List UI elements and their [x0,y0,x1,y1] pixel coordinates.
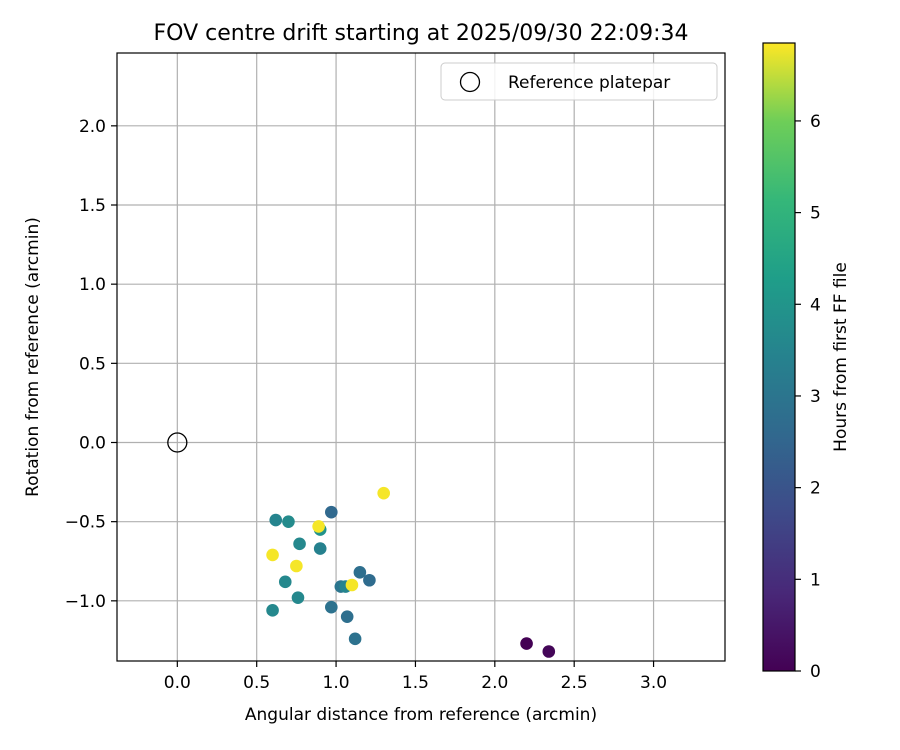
data-point [348,632,362,646]
y-tick-label: 0.5 [79,354,106,374]
x-tick-label: 2.5 [561,673,588,693]
x-tick-label: 3.0 [640,673,667,693]
x-tick-label: 0.0 [164,673,191,693]
x-axis-ticks: 0.0 0.5 1.0 1.5 2.0 2.5 3.0 [164,661,667,693]
data-point [266,548,279,562]
data-point [278,575,292,589]
reference-point [167,432,188,453]
data-point [325,600,338,614]
y-axis-label: Rotation from reference (arcmin) [23,217,43,497]
x-axis-label: Angular distance from reference (arcmin) [245,705,597,725]
y-tick-label: 2.0 [79,117,106,137]
colorbar-tick-label: 1 [810,570,821,590]
data-point [542,645,556,658]
data-point [340,610,354,623]
data-point [325,505,338,519]
colorbar-ticks: 0 1 2 3 4 5 6 [795,112,821,682]
x-tick-label: 1.5 [402,673,429,693]
colorbar-tick-label: 3 [810,387,821,407]
grid-lines [117,53,725,661]
data-point [293,537,306,551]
y-tick-label: −0.5 [65,513,106,533]
colorbar-tick-label: 0 [810,662,821,682]
legend-entry-reference-platepar: Reference platepar [508,73,670,93]
y-tick-label: 1.5 [79,196,106,216]
data-point [282,515,295,528]
x-tick-label: 1.0 [323,673,350,693]
chart-title: FOV centre drift starting at 2025/09/30 … [154,21,689,46]
legend: Reference platepar [440,62,718,101]
y-axis-ticks: −1.0 −0.5 0.0 0.5 1.0 1.5 2.0 [65,117,117,612]
data-point [312,520,325,533]
reference-platepar-marker [167,432,188,453]
colorbar [762,42,796,672]
legend-box [440,62,718,101]
colorbar-tick-label: 2 [810,479,821,499]
data-point [377,486,390,500]
data-point [363,573,376,587]
y-tick-label: 0.0 [79,434,106,454]
x-tick-label: 2.0 [481,673,508,693]
data-point [290,559,303,573]
data-point [291,591,305,604]
data-point [520,637,533,650]
colorbar-tick-label: 6 [810,112,821,132]
data-point [313,542,327,555]
plot-frame [116,52,726,662]
x-tick-label: 0.5 [243,673,270,693]
y-tick-label: −1.0 [65,592,106,612]
colorbar-tick-label: 5 [810,204,821,224]
legend-marker [459,71,481,93]
colorbar-tick-label: 4 [810,295,821,315]
data-points [266,486,556,658]
data-point [345,578,359,592]
y-tick-label: 1.0 [79,275,106,295]
data-point [269,513,283,527]
data-point [353,566,367,579]
data-point [266,604,279,617]
colorbar-label: Hours from first FF file [831,262,851,452]
